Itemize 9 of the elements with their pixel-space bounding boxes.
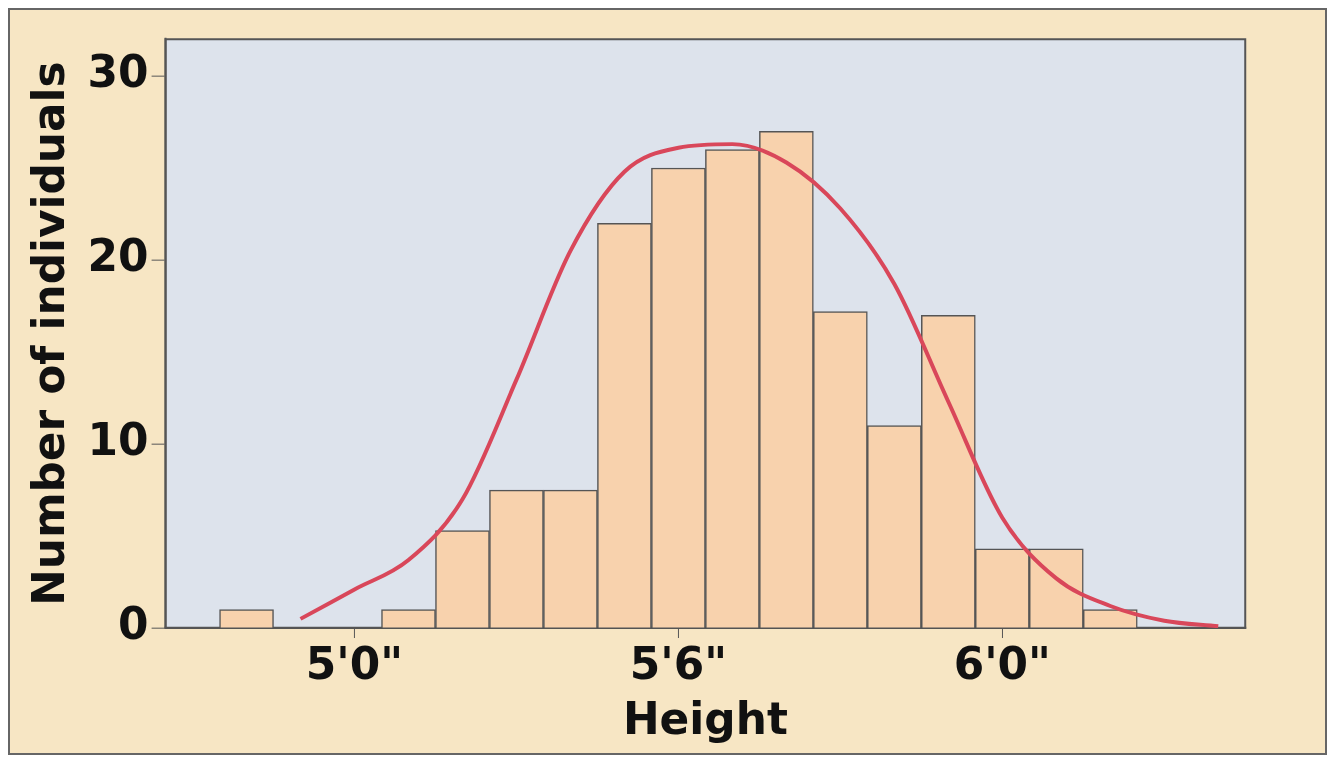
x-tick-label: 6'0" <box>953 637 1051 689</box>
x-tick-label: 5'6" <box>629 637 728 689</box>
x-tick-label: 5'0" <box>305 637 404 689</box>
x-axis-title: Height <box>622 693 788 745</box>
y-tick-label: 0 <box>118 598 149 650</box>
y-tick-label: 10 <box>87 414 149 466</box>
y-tick-label: 20 <box>87 230 149 282</box>
y-axis-title: Number of individuals <box>22 61 74 606</box>
y-tick-label: 30 <box>87 46 149 98</box>
